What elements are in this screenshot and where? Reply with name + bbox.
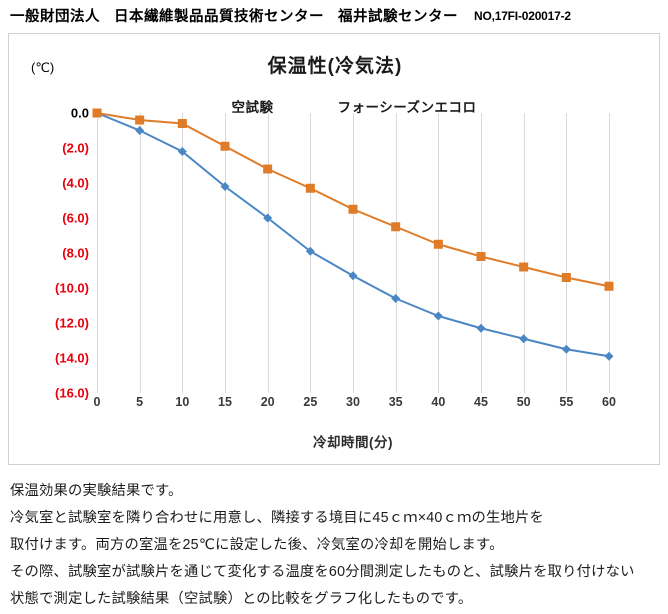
- description-line-0: 保温効果の実験結果です。: [10, 483, 183, 499]
- x-axis-tick-label: 5: [136, 395, 144, 409]
- legend-item-1: フォーシーズンエコロ: [299, 96, 476, 116]
- description-block: 保温効果の実験結果です。 冷気室と試験室を隣り合わせに用意し、隣接する境目に45…: [10, 478, 660, 613]
- gridline-vertical: [438, 113, 440, 393]
- chart-title: 保温性(冷気法): [267, 56, 403, 77]
- x-axis-title: 冷却時間(分): [313, 435, 393, 450]
- x-axis-tick-label: 30: [346, 395, 360, 409]
- data-point-marker: [519, 262, 529, 272]
- x-axis-tick-label: 60: [602, 395, 616, 409]
- x-axis-tick-label: 10: [175, 395, 190, 409]
- y-axis-tick-label: (8.0): [62, 245, 89, 261]
- gridline-vertical: [97, 113, 98, 393]
- y-axis-tick-label: (10.0): [55, 280, 89, 296]
- data-point-marker: [348, 204, 358, 214]
- data-point-marker: [305, 246, 315, 256]
- x-axis-tick-label: 40: [431, 395, 446, 409]
- legend-label-1: フォーシーズンエコロ: [337, 100, 477, 115]
- data-point-marker: [220, 141, 230, 151]
- data-point-marker: [305, 183, 315, 193]
- chart-series-layer: [92, 108, 614, 361]
- x-axis-tick-label: 25: [303, 395, 318, 409]
- data-point-marker: [476, 323, 486, 333]
- gridline-vertical: [523, 113, 525, 393]
- gridline-vertical: [139, 113, 141, 393]
- y-axis-tick-label: (4.0): [62, 175, 89, 191]
- organization-name: 一般財団法人 日本繊維製品品質技術センター 福井試験センター: [10, 9, 458, 25]
- data-point-marker: [561, 273, 571, 282]
- plot-area: 冷却時間(分) 0 5 10 15 20 25 30 35 40 45 50 55 60 0.0 (2.0)…: [55, 106, 616, 451]
- data-point-marker: [391, 294, 401, 303]
- data-point-marker: [476, 252, 486, 261]
- y-axis-tick-label: (12.0): [55, 315, 89, 331]
- x-axis-tick-label: 0: [93, 395, 101, 409]
- gridline-vertical: [395, 113, 397, 393]
- y-axis-tick-label: (6.0): [62, 210, 89, 226]
- data-point-marker: [604, 281, 614, 291]
- y-axis-tick-label: (14.0): [55, 350, 89, 366]
- gridline-vertical: [267, 113, 269, 393]
- series-line-1: [96, 112, 610, 288]
- description-line-1: 冷気室と試験室を隣り合わせに用意し、隣接する境目に45ｃｍ×40ｃｍの生地片を: [10, 510, 545, 526]
- gridline-vertical: [225, 113, 226, 393]
- data-point-marker: [177, 119, 187, 128]
- data-point-marker: [263, 213, 273, 223]
- x-axis-tick-label: 35: [388, 395, 403, 409]
- chart-container: 保温性(冷気法) (℃) 空試験 フォーシーズンエコロ 冷却時間(分) 0 5 10…: [8, 33, 660, 465]
- legend-label-0: 空試験: [231, 100, 274, 115]
- data-point-marker: [177, 147, 187, 156]
- gridline-vertical: [353, 113, 354, 393]
- data-point-marker: [135, 115, 145, 125]
- data-point-marker: [92, 108, 102, 118]
- data-point-marker: [391, 222, 401, 232]
- data-point-marker: [135, 126, 145, 135]
- x-axis-tick-label: 50: [516, 395, 531, 409]
- document-header: 一般財団法人 日本繊維製品品質技術センター 福井試験センター NO,17FI-020…: [0, 0, 668, 31]
- chart-legend: 空試験 フォーシーズンエコロ: [9, 96, 661, 116]
- y-axis-unit-label: (℃): [31, 60, 55, 75]
- x-axis-tick-label: 20: [260, 395, 275, 409]
- document-number: NO,17FI-020017-2: [474, 8, 571, 23]
- data-point-marker: [561, 344, 571, 354]
- data-point-marker: [433, 239, 443, 249]
- description-line-3: その際、試験室が試験片を通じて変化する温度を60分間測定したものと、試験片を取り…: [10, 564, 635, 580]
- data-point-marker: [348, 271, 358, 281]
- series-line-0: [96, 112, 610, 358]
- y-axis-tick-label: (2.0): [62, 140, 89, 156]
- data-point-marker: [519, 334, 529, 344]
- y-axis-tick-label: 0.0: [70, 105, 89, 121]
- data-point-marker: [433, 311, 443, 321]
- gridline-vertical: [566, 113, 568, 393]
- data-point-marker: [604, 351, 614, 361]
- gridline-vertical: [609, 113, 610, 393]
- y-axis-tick-label: (16.0): [55, 385, 89, 401]
- legend-item-0: 空試験: [193, 96, 273, 116]
- gridline-vertical: [182, 113, 184, 393]
- x-axis-tick-label: 45: [474, 395, 488, 409]
- data-point-marker: [263, 164, 273, 174]
- x-axis-tick-label: 15: [218, 395, 232, 409]
- x-axis-tick-label: 55: [559, 395, 574, 409]
- description-line-2: 取付けます。両方の室温を25℃に設定した後、冷気室の冷却を開始します。: [10, 537, 504, 553]
- data-point-marker: [220, 182, 230, 191]
- plot-wrapper: 冷却時間(分) 0 5 10 15 20 25 30 35 40 45 50 55 60 0.0 (2.0)…: [9, 34, 661, 466]
- description-line-4: 状態で測定した試験結果（空試験）との比較をグラフ化したものです。: [10, 591, 473, 607]
